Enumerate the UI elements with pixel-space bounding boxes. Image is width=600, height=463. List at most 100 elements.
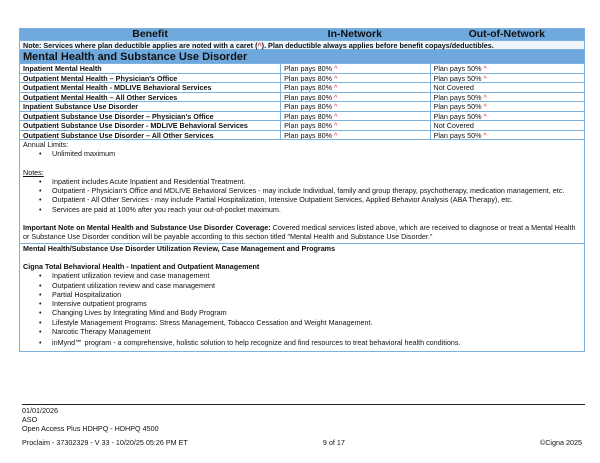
out-network-value: Plan pays 50% ^ xyxy=(429,130,584,140)
out-value: Plan pays 50% xyxy=(433,102,482,111)
caret: ^ xyxy=(334,102,338,111)
caret: ^ xyxy=(483,92,487,102)
out-value: Plan pays 50% xyxy=(433,130,482,140)
out-network-value: Not Covered xyxy=(429,121,584,130)
footer-date: 01/01/2026 xyxy=(22,406,58,415)
footer-plan: Open Access Plus HDHPQ - HDHPQ 4500 xyxy=(22,424,159,434)
page-number: 9 of 17 xyxy=(322,438,345,447)
table-row: Inpatient Mental Health Plan pays 80% ^ … xyxy=(20,63,584,73)
copyright: ©Cigna 2025 xyxy=(539,438,582,447)
header-in-network: In-Network xyxy=(327,28,382,40)
in-value: Plan pays 80% xyxy=(284,130,333,140)
annual-limit-item: Unlimited maximum xyxy=(39,149,581,159)
out-value: Plan pays 50% xyxy=(433,111,482,121)
programs-title: Mental Health/Substance Use Disorder Uti… xyxy=(23,243,336,253)
table-row: Outpatient Substance Use Disorder – Phys… xyxy=(20,110,584,121)
program-item: Partial Hospitalization xyxy=(39,290,581,300)
benefit-name: Inpatient Mental Health xyxy=(23,64,102,73)
out-network-value: Plan pays 50% ^ xyxy=(429,64,584,73)
caret: ^ xyxy=(483,111,487,121)
program-item: Intensive outpatient programs xyxy=(39,299,581,309)
caret: ^ xyxy=(334,92,338,102)
program-item: inMynd℠ program - a comprehensive, holis… xyxy=(39,338,581,348)
benefit-name: Outpatient Substance Use Disorder – All … xyxy=(23,130,214,139)
caret: ^ xyxy=(483,64,487,73)
program-item: Inpatient utilization review and case ma… xyxy=(39,271,581,281)
note-item: Services are paid at 100% after you reac… xyxy=(39,205,581,215)
out-value: Plan pays 50% xyxy=(433,92,482,102)
caret: ^ xyxy=(334,130,338,140)
important-label: Important Note on Mental Health and Subs… xyxy=(23,223,271,233)
table-row: Outpatient Mental Health – Physician's O… xyxy=(20,72,584,83)
benefit-name: Outpatient Substance Use Disorder – Phys… xyxy=(23,111,214,120)
notes-label: Notes: xyxy=(23,167,44,177)
programs-subtitle: Cigna Total Behavioral Health - Inpatien… xyxy=(23,261,260,271)
program-item: Outpatient utilization review and case m… xyxy=(39,281,581,291)
in-network-value: Plan pays 80% ^ xyxy=(280,64,429,73)
in-network-value: Plan pays 80% ^ xyxy=(280,73,429,83)
programs-box: Mental Health/Substance Use Disorder Uti… xyxy=(20,242,584,351)
out-network-value: Not Covered xyxy=(429,83,584,92)
in-value: Plan pays 80% xyxy=(284,102,333,111)
caret: ^ xyxy=(334,121,338,130)
footer-proclaim: Proclaim - 37302329 - V 33 - 10/20/25 05… xyxy=(22,438,188,447)
in-network-value: Plan pays 80% ^ xyxy=(280,121,429,130)
caret: ^ xyxy=(334,83,338,92)
caret: ^ xyxy=(483,73,487,83)
caret: ^ xyxy=(334,64,338,73)
in-network-value: Plan pays 80% ^ xyxy=(280,130,429,140)
in-value: Plan pays 80% xyxy=(284,73,333,83)
caret: ^ xyxy=(483,102,487,111)
out-value: Plan pays 50% xyxy=(433,64,482,73)
out-value: Plan pays 50% xyxy=(433,73,482,83)
table-header: Benefit In-Network Out-of-Network xyxy=(20,29,584,40)
footer-bottom: Proclaim - 37302329 - V 33 - 10/20/25 05… xyxy=(22,438,582,447)
program-item: Changing Lives by Integrating Mind and B… xyxy=(39,308,581,318)
in-network-value: Plan pays 80% ^ xyxy=(280,111,429,121)
table-row: Outpatient Substance Use Disorder - MDLI… xyxy=(20,120,584,130)
annual-limits-label: Annual Limits: xyxy=(23,140,69,149)
program-item: Narcotic Therapy Management xyxy=(39,327,581,337)
section-title: Mental Health and Substance Use Disorder xyxy=(20,49,584,63)
footer: 01/01/2026 ASO Open Access Plus HDHPQ - … xyxy=(22,404,585,434)
in-value: Plan pays 80% xyxy=(284,121,333,130)
note-item: Outpatient - All Other Services - may in… xyxy=(39,195,581,205)
caret: ^ xyxy=(334,73,338,83)
out-value: Not Covered xyxy=(433,83,474,92)
important-text: Covered medical services listed above, w… xyxy=(23,223,576,242)
table-row: Inpatient Substance Use Disorder Plan pa… xyxy=(20,101,584,111)
caret: ^ xyxy=(334,111,338,121)
footer-type: ASO xyxy=(22,415,38,425)
out-network-value: Plan pays 50% ^ xyxy=(429,73,584,83)
in-value: Plan pays 80% xyxy=(284,64,333,73)
table-row: Outpatient Substance Use Disorder – All … xyxy=(20,129,584,140)
out-value: Not Covered xyxy=(433,121,474,130)
benefit-name: Outpatient Mental Health - MDLIVE Behavi… xyxy=(23,83,212,92)
deductible-note: Note: Services where plan deductible app… xyxy=(20,40,584,50)
benefits-table: Benefit In-Network Out-of-Network Note: … xyxy=(19,28,585,352)
in-network-value: Plan pays 80% ^ xyxy=(280,102,429,111)
table-row: Outpatient Mental Health - MDLIVE Behavi… xyxy=(20,82,584,92)
in-value: Plan pays 80% xyxy=(284,83,333,92)
benefit-name: Outpatient Mental Health – Physician's O… xyxy=(23,73,178,82)
limits-notes-box: Annual Limits: Unlimited maximum Notes: … xyxy=(20,139,584,243)
table-row: Outpatient Mental Health – All Other Ser… xyxy=(20,91,584,102)
benefit-name: Outpatient Substance Use Disorder - MDLI… xyxy=(23,121,248,130)
note-item: Inpatient includes Acute Inpatient and R… xyxy=(39,177,581,187)
out-network-value: Plan pays 50% ^ xyxy=(429,92,584,102)
in-value: Plan pays 80% xyxy=(284,92,333,102)
note-text: Note: Services where plan deductible app… xyxy=(23,41,258,50)
program-item: Lifestyle Management Programs: Stress Ma… xyxy=(39,318,581,328)
in-network-value: Plan pays 80% ^ xyxy=(280,92,429,102)
header-benefit: Benefit xyxy=(132,28,168,40)
note-text-end: ). Plan deductible always applies before… xyxy=(261,41,494,50)
in-value: Plan pays 80% xyxy=(284,111,333,121)
benefit-name: Outpatient Mental Health – All Other Ser… xyxy=(23,92,178,101)
caret: ^ xyxy=(483,130,487,140)
in-network-value: Plan pays 80% ^ xyxy=(280,83,429,92)
benefit-name: Inpatient Substance Use Disorder xyxy=(23,102,139,111)
out-network-value: Plan pays 50% ^ xyxy=(429,102,584,111)
important-note: Important Note on Mental Health and Subs… xyxy=(23,223,581,242)
caret-symbol: ^ xyxy=(257,41,262,50)
note-item: Outpatient - Physician's Office and MDLI… xyxy=(39,186,581,196)
